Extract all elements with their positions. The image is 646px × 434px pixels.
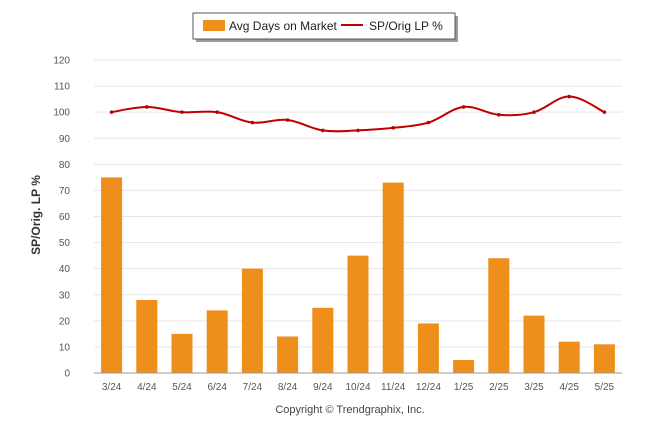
x-tick-label: 12/24 <box>416 382 441 393</box>
bar <box>101 177 123 373</box>
y-tick-label: 30 <box>59 290 71 301</box>
bar-series <box>101 177 615 373</box>
x-tick-label: 10/24 <box>345 382 370 393</box>
line-point <box>391 126 396 130</box>
y-tick-label: 60 <box>59 212 71 223</box>
bar <box>136 299 158 373</box>
x-tick-label: 7/24 <box>243 382 263 393</box>
legend: Avg Days on Market SP/Orig LP % <box>192 12 458 42</box>
bar <box>277 336 299 373</box>
legend-label-line: SP/Orig LP % <box>369 19 443 33</box>
line-point <box>461 105 466 109</box>
line-point <box>215 110 219 114</box>
line-series <box>109 94 607 133</box>
y-tick-label: 20 <box>59 316 71 327</box>
line-point <box>285 118 290 122</box>
x-tick-label: 2/25 <box>489 382 509 393</box>
x-tick-label: 3/24 <box>102 382 122 393</box>
y-tick-label: 100 <box>53 108 70 119</box>
bar <box>417 323 439 373</box>
y-tick-label: 90 <box>59 134 71 145</box>
x-tick-label: 4/25 <box>559 382 579 393</box>
bar <box>382 182 404 373</box>
y-tick-label: 80 <box>59 160 71 171</box>
line-point <box>321 128 325 133</box>
y-tick-label: 0 <box>64 369 70 380</box>
line-point <box>532 110 536 114</box>
legend-label-bar: Avg Days on Market <box>229 19 337 33</box>
y-tick-label: 10 <box>59 342 71 353</box>
bar <box>347 255 369 373</box>
y-tick-label: 110 <box>54 82 70 93</box>
x-tick-label: 5/24 <box>172 382 192 393</box>
bar <box>558 341 580 373</box>
bar <box>453 359 475 373</box>
line-path <box>111 95 605 133</box>
line-point <box>109 110 114 114</box>
line-point <box>426 120 431 125</box>
bar <box>312 307 334 373</box>
x-tick-label: 1/25 <box>454 382 474 393</box>
line-point <box>356 128 360 133</box>
bar <box>593 344 615 373</box>
y-tick-label: 120 <box>53 56 70 67</box>
line-point <box>145 105 149 109</box>
bar <box>241 268 263 373</box>
x-tick-label: 6/24 <box>207 382 227 393</box>
legend-box <box>192 12 456 40</box>
copyright-text: Copyright © Trendgraphix, Inc. <box>275 404 424 416</box>
bar <box>523 315 545 373</box>
y-tick-label: 50 <box>59 238 71 249</box>
line-point <box>180 110 184 114</box>
bar <box>488 258 510 373</box>
x-tick-label: 4/24 <box>137 382 157 393</box>
x-tick-label: 8/24 <box>278 382 298 393</box>
legend-swatch-bar <box>203 20 225 31</box>
line-point <box>250 120 255 125</box>
bar <box>206 310 228 373</box>
line-point <box>497 112 501 117</box>
bar <box>171 333 193 373</box>
y-tick-label: 40 <box>59 264 71 275</box>
line-point <box>602 110 607 114</box>
line-point <box>567 94 571 99</box>
x-tick-label: 9/24 <box>313 382 333 393</box>
y-axis-ticks: 0 10 20 30 40 50 60 70 80 90 100 110 120 <box>53 56 70 380</box>
x-tick-label: 11/24 <box>381 382 406 393</box>
x-axis-ticks: 3/24 4/24 5/24 6/24 7/24 8/24 9/24 10/24 11/24 12… <box>102 382 615 393</box>
x-tick-label: 5/25 <box>595 382 615 393</box>
x-tick-label: 3/25 <box>524 382 544 393</box>
y-axis-label: SP/Orig. LP % <box>29 175 43 255</box>
y-tick-label: 70 <box>59 186 71 197</box>
